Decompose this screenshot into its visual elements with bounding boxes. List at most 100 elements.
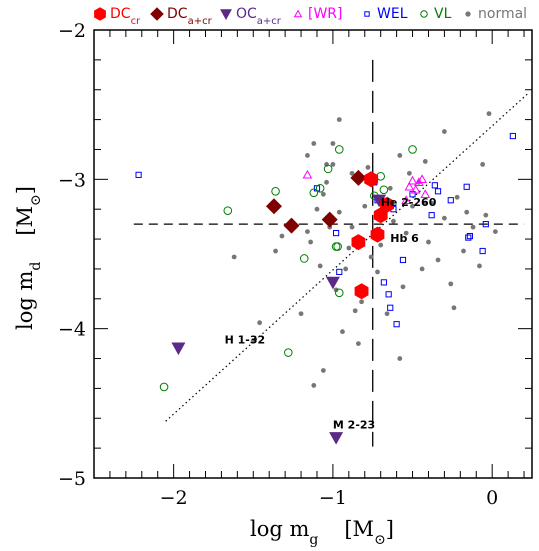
data-point-normal [324, 162, 329, 167]
data-point-normal [305, 153, 310, 158]
legend-marker [420, 10, 428, 18]
legend-item: [WR] [293, 6, 343, 22]
annotations: He 2-260 Hb 6 H 1-32 M 2-23 [225, 196, 437, 432]
data-point-dccr [370, 226, 385, 243]
data-point-vl [299, 254, 309, 263]
data-point-vl [333, 242, 342, 251]
data-point-normal [308, 239, 314, 245]
data-point-normal [320, 191, 326, 197]
legend-label: OCa+cr [236, 6, 282, 27]
data-point-vl [309, 188, 319, 198]
data-point-vl [334, 145, 344, 154]
data-point-wr [302, 169, 313, 179]
data-point-normal [451, 305, 457, 311]
data-point-normal [346, 245, 352, 251]
data-point-dccr [373, 207, 388, 224]
data-point-normal [336, 117, 342, 122]
data-point-normal [435, 257, 441, 263]
data-point-normal [378, 242, 384, 248]
y-tick-label: −5 [58, 468, 86, 490]
data-point-normal [298, 311, 304, 317]
legend-label: DCa+cr [167, 6, 213, 27]
data-point-vl [334, 288, 344, 298]
legend-marker [465, 11, 471, 17]
data-point-wel [387, 304, 394, 311]
data-point-dccr [380, 196, 394, 213]
legend-marker [293, 9, 303, 18]
data-point-vl [408, 145, 417, 154]
data-point-normal [343, 266, 349, 272]
data-point-normal [250, 338, 256, 344]
data-point-normal [477, 263, 482, 269]
x-tick-label: 0 [486, 487, 498, 509]
data-point-ocacr [329, 432, 344, 445]
data-point-dcacr [265, 198, 282, 215]
data-point-normal [320, 368, 326, 373]
legend-label: WEL [377, 6, 408, 22]
data-point-vl [159, 382, 169, 392]
annotation-label: H 1-32 [225, 334, 266, 347]
data-point-normal [483, 212, 489, 218]
annotation-label: Hb 6 [390, 232, 419, 245]
data-point-normal [330, 162, 336, 167]
data-point-ocacr [325, 276, 340, 290]
data-point-wel [385, 291, 392, 298]
data-point-vl [223, 206, 233, 215]
legend-label: DCcr [110, 6, 141, 27]
data-point-dcacr [350, 169, 367, 186]
data-point-wr [417, 174, 427, 184]
data-point-normal [454, 194, 460, 200]
data-point-normal [257, 320, 263, 326]
data-point-normal [349, 224, 355, 230]
data-point-vl [271, 186, 280, 196]
data-point-wr [407, 175, 418, 185]
data-point-normal [311, 141, 317, 146]
data-point-normal [448, 281, 454, 287]
legend: DCcr DCa+cr OCa+cr [WR] WEL VL normal [94, 6, 527, 27]
data-point-normal [349, 170, 355, 176]
legend-item: DCcr [94, 6, 141, 27]
data-point-normal [387, 185, 393, 191]
data-point-wr [420, 189, 431, 198]
data-point-normal [362, 203, 368, 209]
data-point-wel [399, 256, 407, 264]
data-point-normal [340, 329, 345, 335]
data-point-normal [422, 159, 428, 164]
data-point-wr [404, 181, 415, 191]
data-point-normal [492, 229, 498, 235]
data-point-normal [333, 287, 339, 293]
data-point-normal [426, 239, 431, 245]
legend-item: OCa+cr [220, 6, 282, 27]
data-point-dccr [354, 283, 369, 300]
data-point-vl [323, 164, 333, 174]
data-point-normal [480, 162, 486, 167]
legend-marker [150, 7, 164, 21]
data-point-wel [509, 132, 516, 140]
fit-dotted-line [165, 93, 528, 422]
data-point-wel [332, 229, 340, 237]
legend-marker [94, 7, 106, 21]
data-point-ocacr [372, 194, 387, 208]
legend-marker [364, 11, 370, 17]
data-point-normal [314, 206, 320, 212]
data-point-wel [479, 247, 486, 255]
data-point-normal [368, 254, 374, 260]
y-tick-label: −3 [58, 169, 86, 191]
data-point-vl [284, 348, 293, 357]
y-tick-label: −4 [58, 319, 86, 341]
data-point-normal [400, 284, 406, 290]
data-point-wel [380, 279, 387, 286]
data-point-normal [355, 341, 361, 346]
data-point-normal [403, 230, 409, 236]
data-point-dccr [351, 234, 366, 251]
legend-label: [WR] [308, 6, 343, 22]
axes-frame: −2 −1 0 −2 −3 −4 −5 [58, 20, 533, 509]
data-point-wel [447, 197, 454, 204]
reference-lines [133, 59, 528, 447]
data-point-normal [461, 248, 466, 254]
data-point-wel [431, 182, 438, 189]
data-point-normal [422, 200, 428, 206]
data-point-normal [359, 299, 364, 305]
data-point-normal [464, 209, 470, 215]
